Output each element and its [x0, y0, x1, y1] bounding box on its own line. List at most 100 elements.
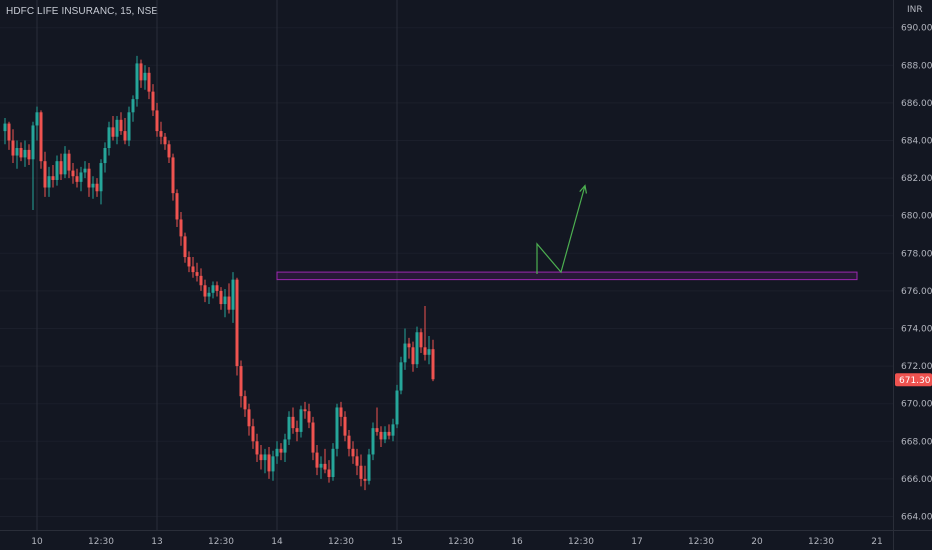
candle-body [55, 161, 59, 180]
candle-body [347, 435, 351, 449]
candle-body [35, 112, 39, 126]
candle-body [219, 290, 223, 305]
candle-body [275, 448, 279, 457]
candle-body [263, 454, 267, 461]
price-tick-label: 668.00 [901, 437, 932, 447]
time-tick-label: 17 [631, 537, 642, 547]
chart-title: HDFC LIFE INSURANC, 15, NSE [6, 6, 159, 17]
current-price-label: 671.30 [899, 376, 931, 386]
price-tick-label: 674.00 [901, 325, 932, 335]
time-tick-label: 10 [31, 537, 43, 547]
candle-body [163, 136, 167, 145]
candle-body [383, 431, 387, 440]
candle-body [215, 285, 219, 291]
candle-body [427, 349, 431, 355]
candle-body [87, 168, 91, 188]
projection-arrow [536, 185, 586, 274]
candle-body [7, 123, 11, 141]
currency-label: INR [907, 5, 923, 15]
candle-body [291, 416, 295, 429]
time-tick-label: 21 [871, 537, 882, 547]
price-tick-label: 684.00 [901, 137, 932, 147]
price-tick-label: 672.00 [901, 362, 932, 372]
candle-body [323, 463, 327, 470]
candle-body [331, 448, 335, 478]
candle-body [131, 99, 135, 113]
candle-body [299, 409, 303, 432]
time-axis: 10 12:30 13 12:30 14 12:30 15 12:30 16 12:30 17 12:… [31, 537, 882, 547]
current-price-tag [895, 373, 932, 387]
candle-body [207, 292, 211, 297]
candle-body [123, 131, 127, 141]
candle-body [59, 161, 63, 175]
candle-body [419, 332, 423, 348]
candle-body [239, 366, 243, 397]
candle-body [63, 153, 67, 175]
time-tick-label: 13 [151, 537, 162, 547]
candle-body [183, 236, 187, 258]
price-tick-label: 688.00 [901, 61, 932, 71]
candle-body [267, 454, 271, 472]
candle-body [147, 72, 151, 92]
candle-body [231, 279, 235, 310]
time-tick-label: 12:30 [208, 537, 234, 547]
time-tick-label: 14 [271, 537, 283, 547]
candle-body [199, 275, 203, 286]
time-tick-label: 12:30 [328, 537, 354, 547]
candle-body [23, 149, 27, 158]
candle-body [191, 266, 195, 273]
candle-body [143, 72, 147, 81]
candle-body [135, 63, 139, 100]
candle-body [307, 411, 311, 423]
price-tick-label: 680.00 [901, 212, 932, 222]
candle-body [39, 112, 43, 162]
candle-body [211, 285, 215, 293]
time-tick-label: 12:30 [808, 537, 834, 547]
candle-body [3, 123, 7, 132]
candle-body [355, 456, 359, 466]
candle-body [91, 183, 95, 188]
time-tick-label: 12:30 [88, 537, 114, 547]
candle-body [303, 409, 307, 412]
candle-body [319, 463, 323, 468]
candle-body [111, 127, 115, 137]
candle-body [175, 193, 179, 220]
candle-body [415, 332, 419, 365]
candle-body [343, 416, 347, 436]
grid-lines [36, 0, 398, 530]
candle-body [399, 362, 403, 391]
candle-body [187, 257, 191, 267]
candle-body [359, 465, 363, 479]
candle-body [179, 219, 183, 237]
candle-body [51, 176, 55, 180]
candle-body [99, 163, 103, 192]
candle-body [159, 131, 163, 137]
candle-body [83, 168, 87, 173]
candle-body [195, 272, 199, 276]
candle-body [107, 127, 111, 149]
candle-body [339, 407, 343, 417]
price-tick-label: 664.00 [901, 513, 932, 523]
time-tick-label: 12:30 [568, 537, 594, 547]
candle-body [203, 285, 207, 297]
price-tick-label: 682.00 [901, 174, 932, 184]
candle-body [363, 478, 367, 481]
candle-body [235, 279, 239, 367]
time-tick-label: 15 [391, 537, 402, 547]
candle-body [95, 183, 99, 192]
candle-body [259, 454, 263, 461]
candle-body [403, 343, 407, 363]
candle-body [247, 409, 251, 427]
candle-body [251, 426, 255, 442]
candle-body [151, 91, 155, 111]
candle-body [27, 149, 31, 160]
candle-body [367, 454, 371, 481]
candle-body [315, 452, 319, 468]
candle-body [119, 119, 123, 132]
time-tick-label: 20 [751, 537, 763, 547]
candle-body [375, 428, 379, 432]
candle-body [271, 456, 275, 472]
candle-body [395, 390, 399, 425]
price-tick-label: 666.00 [901, 475, 932, 485]
